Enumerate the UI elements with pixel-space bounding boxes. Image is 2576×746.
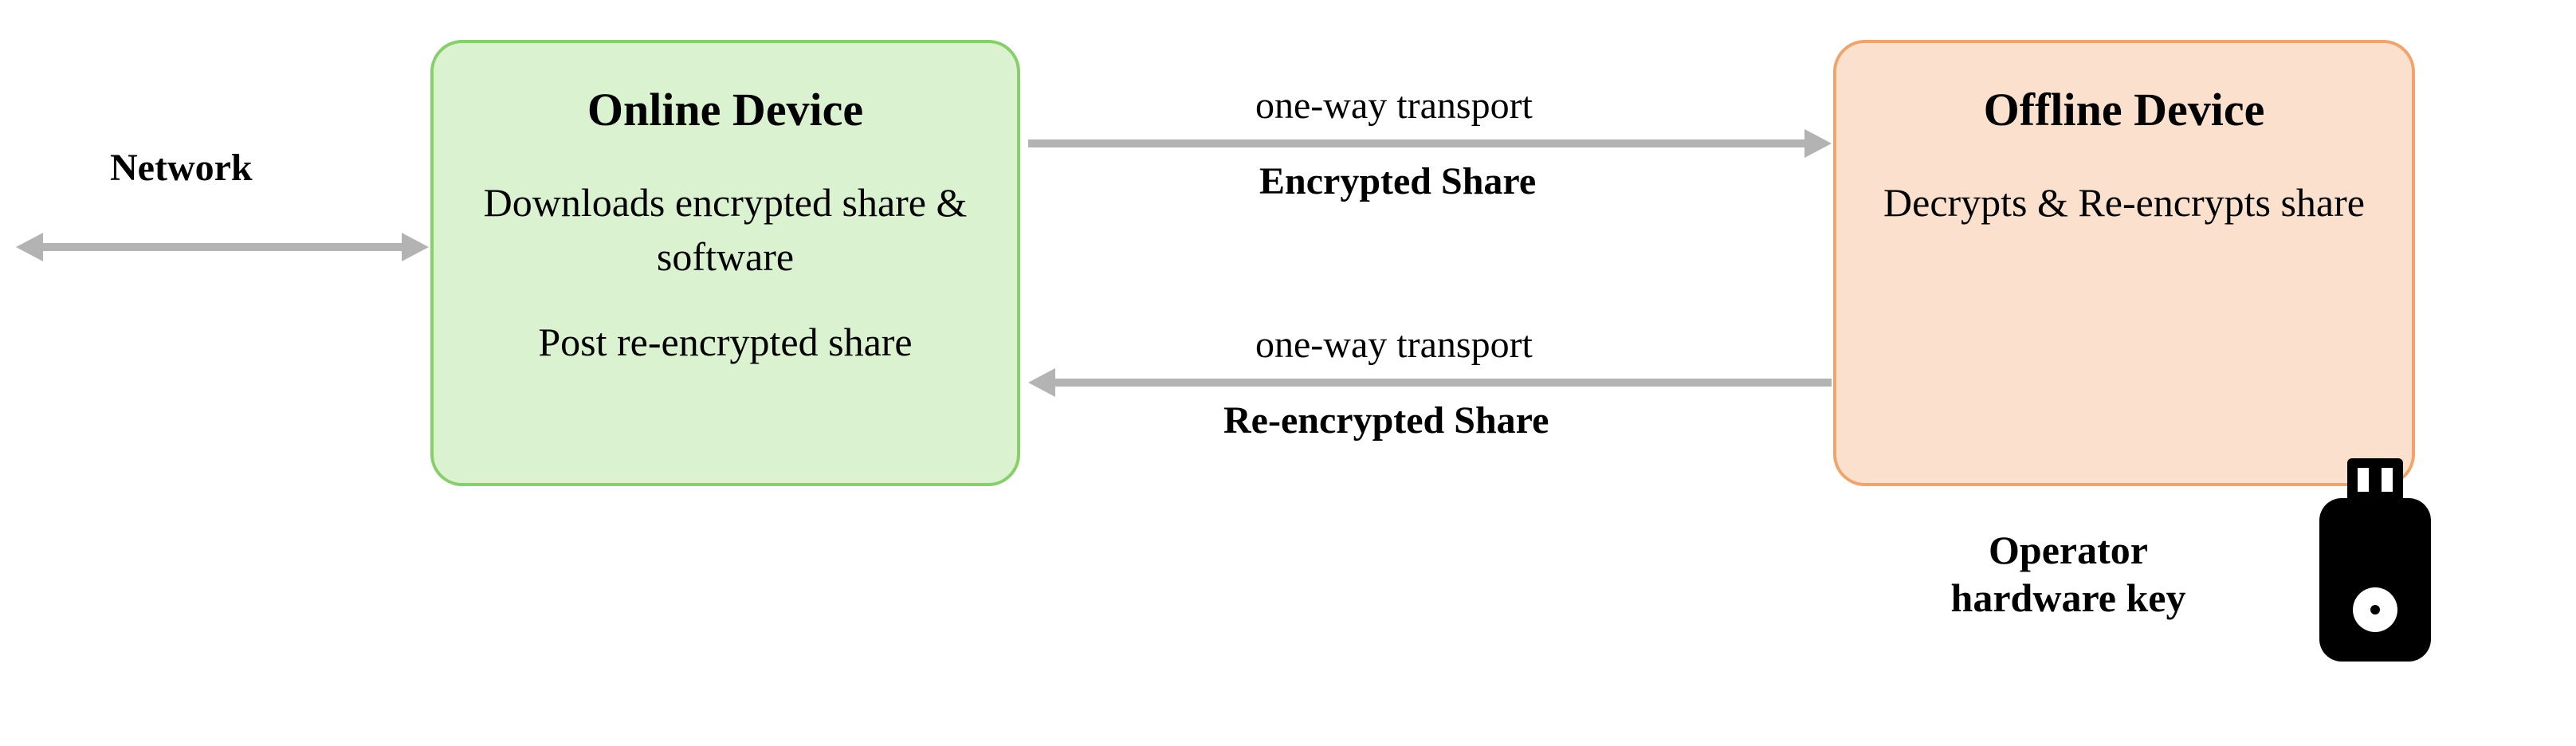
online-device-box: Online Device Downloads encrypted share … bbox=[430, 40, 1020, 486]
offline-device-line1: Decrypts & Re-encrypts share bbox=[1883, 176, 2365, 230]
encrypted-bottom-label: Encrypted Share bbox=[1259, 159, 1536, 203]
share-transport-diagram: Network Online Device Downloads encrypte… bbox=[16, 16, 2560, 714]
online-device-line1: Downloads encrypted share & software bbox=[465, 176, 985, 284]
arrow-network-online bbox=[16, 233, 429, 261]
network-label: Network bbox=[110, 146, 253, 190]
hardware-key-label-line1: Operator bbox=[1989, 528, 2148, 572]
hardware-key-label-line2: hardware key bbox=[1951, 575, 2186, 620]
arrow-reencrypted-share bbox=[1028, 368, 1832, 397]
hardware-key-label: Operator hardware key bbox=[1841, 526, 2295, 622]
reencrypted-top-label: one-way transport bbox=[1255, 323, 1533, 367]
offline-device-box: Offline Device Decrypts & Re-encrypts sh… bbox=[1833, 40, 2415, 486]
reencrypted-bottom-label: Re-encrypted Share bbox=[1223, 399, 1549, 442]
hardware-key-icon bbox=[2311, 458, 2439, 669]
encrypted-top-label: one-way transport bbox=[1255, 84, 1533, 128]
online-device-line2: Post re-encrypted share bbox=[538, 316, 912, 370]
offline-device-title: Offline Device bbox=[1984, 83, 2265, 136]
arrow-encrypted-share bbox=[1028, 129, 1832, 158]
online-device-title: Online Device bbox=[587, 83, 863, 136]
